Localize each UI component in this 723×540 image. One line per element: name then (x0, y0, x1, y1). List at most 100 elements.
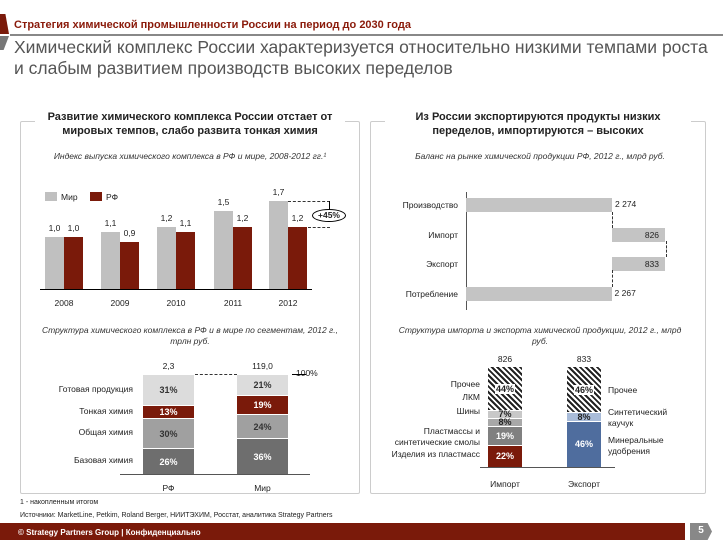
data-label: 1,2 (291, 212, 304, 223)
export-segment-label: Минеральные удобрения (608, 435, 664, 456)
connector (195, 374, 237, 375)
export-segment-label: Синтетический каучук (608, 407, 668, 428)
data-label: 0,9 (123, 228, 136, 239)
segment-value: 8% (577, 412, 591, 422)
segment-0: 46% (567, 420, 601, 467)
x-tick-label: Импорт (490, 479, 520, 489)
segment-value: 8% (498, 417, 512, 428)
value-label: 826 (644, 230, 660, 240)
bar-Мир (45, 237, 64, 289)
right-panel-title: Из России экспортируются продукты низких… (385, 110, 691, 138)
total-marker: 100% (296, 368, 318, 378)
segment-value: 46% (573, 384, 594, 395)
segment-value: 44% (494, 383, 515, 394)
data-label: 1,1 (104, 217, 117, 228)
data-label: 1,0 (48, 223, 61, 233)
x-tick-label: 2009 (110, 298, 130, 308)
segment-label: Общая химия (78, 427, 133, 437)
segment-0: 26% (143, 448, 194, 474)
export-segment-label: Прочее (608, 385, 638, 395)
segment-1: 30% (143, 418, 194, 448)
total-label: 2,3 (162, 361, 175, 371)
segment-0: 22% (488, 444, 522, 467)
header-kicker: Стратегия химической промышленности Росс… (14, 19, 411, 31)
sources: Источники: MarketLine, Petkim, Roland Be… (20, 512, 333, 519)
x-tick-label: РФ (162, 483, 175, 493)
structure-chart-title: Структура химического комплекса в РФ и в… (42, 325, 338, 346)
total-label: 833 (576, 354, 592, 364)
category-label: Экспорт (426, 259, 458, 269)
x-axis (120, 474, 310, 475)
index-chart-title: Индекс выпуска химического комплекса в Р… (53, 151, 327, 161)
page-number: 5 (690, 523, 712, 540)
bar-РФ (288, 226, 307, 289)
waterfall-bar (466, 198, 612, 212)
connector (612, 270, 613, 287)
bar-РФ (64, 237, 83, 289)
data-label: 1,0 (67, 223, 80, 233)
data-label: 1,7 (272, 186, 285, 197)
bar-РФ (176, 231, 195, 289)
annotation-line (308, 226, 330, 228)
total-label: 119,0 (252, 361, 273, 371)
data-label: 1,2 (160, 212, 173, 223)
connector (666, 241, 667, 257)
bar-РФ (233, 226, 252, 289)
segment-1: 8% (567, 412, 601, 422)
segment-3: 31% (143, 374, 194, 405)
page-title: Химический комплекс России характеризует… (14, 37, 708, 78)
x-tick-label: 2012 (278, 298, 298, 308)
x-tick-label: 2011 (223, 298, 243, 308)
bar-Мир (269, 200, 288, 289)
legend-label: РФ (106, 192, 119, 202)
y-axis (466, 192, 467, 310)
value-label: 2 274 (615, 199, 637, 209)
segment-1: 24% (237, 414, 288, 438)
bar-Мир (101, 231, 120, 289)
x-axis (40, 289, 312, 290)
legend-label: Мир (61, 192, 78, 202)
segment-label: Тонкая химия (79, 405, 133, 416)
category-label: Потребление (405, 289, 458, 299)
annotation-line (288, 200, 330, 202)
arrow-left-icon (292, 374, 306, 375)
balance-chart-title: Баланс на рынке химической продукции РФ,… (415, 151, 665, 161)
category-label: Импорт (428, 230, 458, 240)
x-tick-label: Экспорт (568, 479, 600, 489)
category-label: Производство (402, 200, 458, 210)
segment-1: 19% (488, 425, 522, 445)
arrow-up-icon (329, 200, 330, 209)
import-segment-label: Изделия из пластмасс (391, 449, 480, 459)
data-label: 1,1 (179, 217, 192, 228)
growth-annotation: +45% (312, 209, 346, 222)
trade-chart-title: Структура импорта и экспорта химической … (398, 325, 682, 346)
segment-value: 19% (495, 430, 514, 441)
bar-РФ (120, 242, 139, 289)
segment-value: 7% (498, 409, 512, 420)
x-tick-label: Мир (254, 483, 271, 493)
import-segment-label: Прочее (450, 379, 480, 389)
x-axis (480, 467, 615, 468)
bar-Мир (214, 211, 233, 289)
segment-2: 46% (567, 366, 601, 413)
x-tick-label: 2008 (54, 298, 74, 308)
connector (612, 212, 613, 228)
import-segment-label: Пластмассы и синтетические смолы (394, 426, 480, 447)
segment-3: 7% (488, 409, 522, 420)
left-panel-title: Развитие химического комплекса России от… (35, 110, 345, 138)
header-tab-marker-gray (0, 36, 9, 50)
segment-0: 36% (237, 438, 288, 474)
footnote: 1 - накопленным итогом (20, 499, 99, 506)
segment-label: Базовая химия (73, 455, 133, 465)
segment-label: Готовая продукция (58, 383, 133, 394)
segment-2: 19% (237, 395, 288, 414)
import-segment-label: ЛКМ (462, 392, 480, 402)
value-label: 833 (644, 259, 660, 269)
segment-3: 21% (237, 374, 288, 395)
waterfall-bar (611, 257, 666, 271)
header-tab-marker (0, 14, 9, 34)
value-label: 2 267 (614, 288, 636, 298)
segment-2: 8% (488, 417, 522, 428)
x-tick-label: 2010 (166, 298, 186, 308)
legend-swatch-0 (45, 192, 57, 201)
